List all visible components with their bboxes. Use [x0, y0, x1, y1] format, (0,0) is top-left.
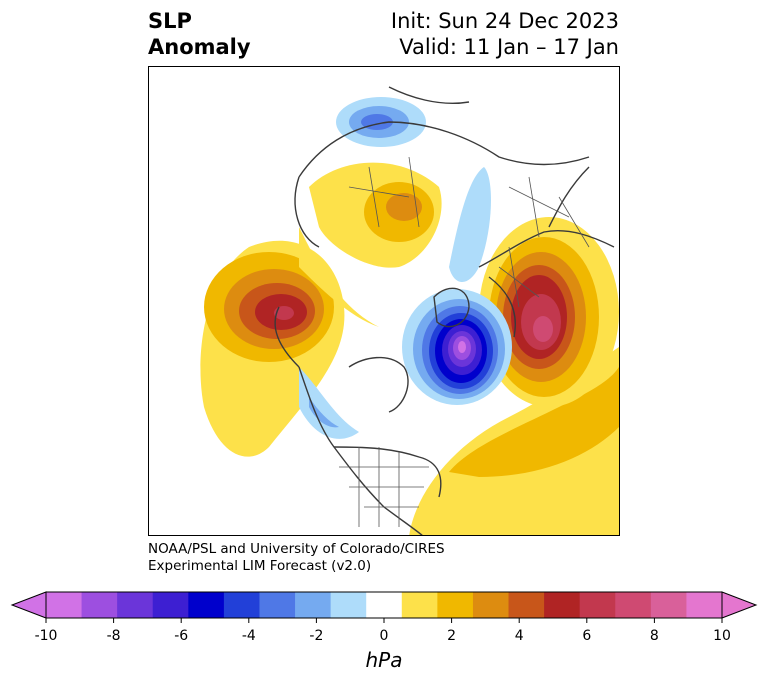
colorbar-segment — [152, 592, 189, 618]
colorbar-tick-label: 8 — [649, 628, 659, 644]
slp-anomaly-map — [200, 86, 619, 535]
colorbar-tick-label: -8 — [106, 628, 121, 644]
valid-range: Valid: 11 Jan – 17 Jan — [399, 35, 619, 59]
political-borders — [339, 156, 590, 527]
greenland-iceland-low — [402, 289, 512, 405]
colorbar-tick-label: -4 — [241, 628, 256, 644]
forecast-dates: Init: Sun 24 Dec 2023 Valid: 11 Jan – 17… — [391, 8, 619, 60]
credit-line-1: NOAA/PSL and University of Colorado/CIRE… — [148, 541, 445, 557]
colorbar-segment — [544, 592, 581, 618]
colorbar-segment — [259, 592, 296, 618]
colorbar-unit: hPa — [365, 648, 403, 672]
colorbar-tick-label: 4 — [514, 628, 524, 644]
colorbar-segment — [508, 592, 545, 618]
colorbar-segment — [81, 592, 118, 618]
colorbar — [10, 591, 758, 623]
credit-line-2: Experimental LIM Forecast (v2.0) — [148, 558, 372, 574]
colorbar-tick-label: -10 — [34, 628, 58, 644]
credit-text: NOAA/PSL and University of Colorado/CIRE… — [148, 541, 445, 575]
colorbar-segment — [330, 592, 367, 618]
coastlines — [274, 86, 615, 535]
colorbar-tick-label: -2 — [309, 628, 324, 644]
colorbar-segment — [295, 592, 332, 618]
map-frame — [148, 66, 620, 536]
map-title: SLP Anomaly — [148, 8, 251, 60]
colorbar-segment — [117, 592, 154, 618]
colorbar-ticks — [45, 618, 723, 623]
colorbar-segment — [401, 592, 438, 618]
colorbar-segment — [650, 592, 687, 618]
colorbar-segment — [437, 592, 474, 618]
init-date: Init: Sun 24 Dec 2023 — [390, 9, 619, 33]
colorbar-segment — [615, 592, 652, 618]
colorbar-tick-label: 6 — [582, 628, 592, 644]
colorbar-tick-label: 0 — [379, 628, 389, 644]
colorbar-segment — [579, 592, 616, 618]
colorbar-segment — [472, 592, 510, 618]
colorbar-tick-label: 2 — [447, 628, 457, 644]
colorbar-segment — [686, 592, 723, 618]
colorbar-segment — [366, 592, 403, 618]
southern-asia-low — [336, 97, 426, 147]
north-pacific-high — [200, 240, 345, 457]
colorbar-segment — [46, 592, 83, 618]
siberia-high — [299, 162, 442, 327]
colorbar-segment — [188, 592, 225, 618]
iberia-europe-high — [479, 217, 619, 407]
title-line-1: SLP — [148, 9, 192, 33]
colorbar-tick-label: -6 — [174, 628, 189, 644]
colorbar-under-triangle — [10, 591, 47, 619]
title-line-2: Anomaly — [148, 35, 251, 59]
north-america-weak-low — [299, 367, 359, 439]
colorbar-tick-label: 10 — [713, 628, 731, 644]
scandinavia-arctic-low — [449, 167, 491, 282]
colorbar-segment — [223, 592, 260, 618]
colorbar-segments — [46, 592, 723, 618]
colorbar-over-triangle — [721, 591, 758, 619]
